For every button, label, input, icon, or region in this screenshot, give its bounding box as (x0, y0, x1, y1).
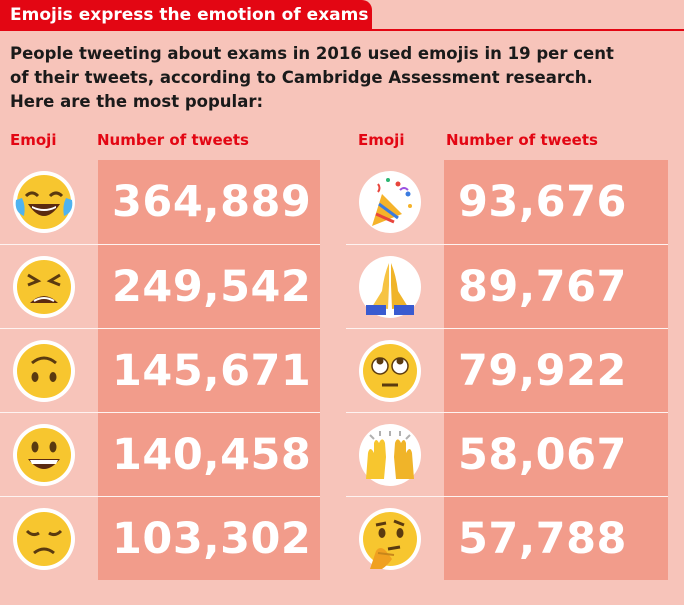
title-rule (372, 29, 684, 31)
table-row: 145,671 (0, 328, 320, 412)
table-row: 249,542 (0, 244, 320, 328)
tweet-count: 57,788 (444, 497, 668, 580)
face-with-tears-of-joy-icon (13, 171, 75, 233)
right-emoji-header: Emoji (358, 131, 405, 149)
emoji-cell (346, 497, 428, 580)
folded-hands-icon (359, 256, 421, 318)
emoji-cell (346, 245, 428, 328)
thinking-face-icon (359, 508, 421, 570)
emoji-cell (346, 329, 428, 412)
left-count-header: Number of tweets (97, 131, 249, 149)
emoji-cell (346, 413, 428, 496)
table-row: 89,767 (346, 244, 668, 328)
table-row: 79,922 (346, 328, 668, 412)
emoji-cell (0, 245, 82, 328)
intro-line: Here are the most popular: (10, 92, 264, 111)
table-row: 364,889 (0, 160, 320, 244)
emoji-cell (0, 329, 82, 412)
tweet-count: 145,671 (98, 329, 320, 412)
raising-hands-icon (359, 424, 421, 486)
table-row: 140,458 (0, 412, 320, 496)
party-popper-icon (359, 171, 421, 233)
face-with-rolling-eyes-icon (359, 340, 421, 402)
table-row: 93,676 (346, 160, 668, 244)
tweet-count: 364,889 (98, 160, 320, 244)
emoji-cell (0, 413, 82, 496)
chart-title: Emojis express the emotion of exams (0, 0, 372, 31)
tweet-count: 249,542 (98, 245, 320, 328)
table-row: 57,788 (346, 496, 668, 580)
tweet-count: 93,676 (444, 160, 668, 244)
tweet-count: 58,067 (444, 413, 668, 496)
left-emoji-header: Emoji (10, 131, 57, 149)
intro-line: of their tweets, according to Cambridge … (10, 68, 593, 87)
emoji-cell (0, 160, 82, 244)
upside-down-face-icon (13, 340, 75, 402)
emoji-cell (0, 497, 82, 580)
intro-text: People tweeting about exams in 2016 used… (10, 42, 650, 114)
tweet-count: 140,458 (98, 413, 320, 496)
table-row: 103,302 (0, 496, 320, 580)
tweet-count: 103,302 (98, 497, 320, 580)
disappointed-face-icon (13, 508, 75, 570)
tweet-count: 79,922 (444, 329, 668, 412)
left-table: 364,889 249,542 145,671 140,458 103,302 (0, 160, 320, 580)
right-count-header: Number of tweets (446, 131, 598, 149)
tweet-count: 89,767 (444, 245, 668, 328)
right-table: 93,676 89,767 79,922 58,067 57,788 (346, 160, 668, 580)
emoji-cell (346, 160, 428, 244)
intro-line: People tweeting about exams in 2016 used… (10, 44, 614, 63)
tired-face-icon (13, 256, 75, 318)
table-row: 58,067 (346, 412, 668, 496)
title-bar: Emojis express the emotion of exams (0, 0, 684, 31)
grinning-face-icon (13, 424, 75, 486)
